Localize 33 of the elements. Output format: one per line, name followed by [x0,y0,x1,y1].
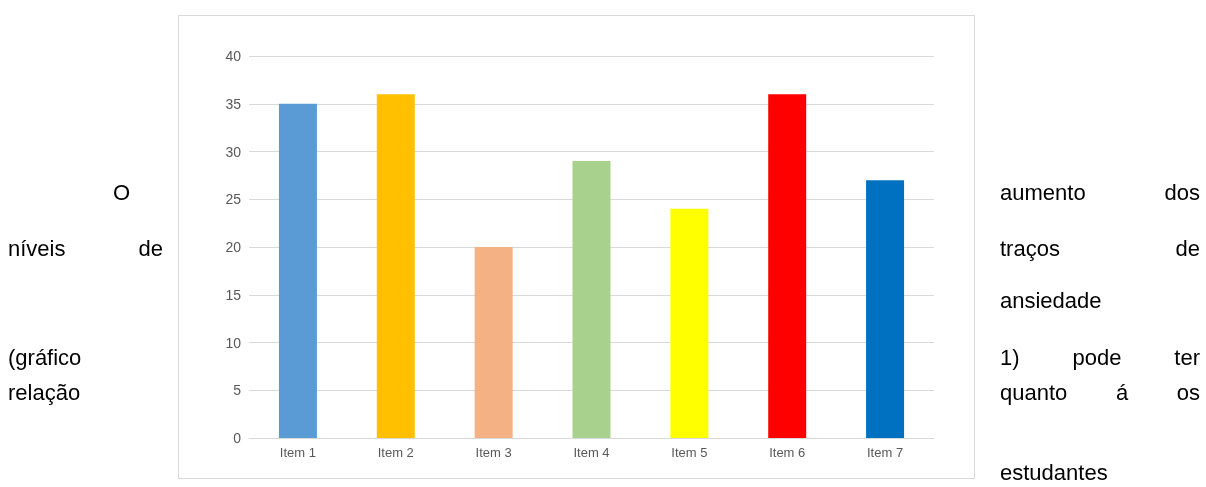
text: 1) pode ter [1000,345,1200,371]
x-tick-label: Item 7 [867,445,904,460]
text: O [113,180,132,206]
y-tick-label: 40 [225,48,242,64]
bar [376,94,415,438]
bar [474,247,513,438]
text: ansiedade [1000,288,1103,314]
y-tick-label: 30 [225,143,242,160]
x-tick-label: Item 5 [671,445,708,460]
text: quanto á os [1000,380,1200,406]
bar [572,161,611,438]
text: (gráfico [8,345,83,371]
text: traços de [1000,236,1200,262]
y-tick-label: 35 [225,95,242,112]
y-tick-label: 25 [225,191,242,208]
y-tick-label: 5 [233,382,242,399]
y-tick-label: 0 [233,430,242,446]
x-tick-label: Item 4 [573,445,610,460]
text: estudantes [1000,460,1109,486]
x-tick-label: Item 1 [279,445,316,460]
y-tick-label: 10 [225,334,242,351]
text: relação [8,380,82,406]
text: aumento dos [1000,180,1200,206]
bar [866,180,905,438]
bar [670,208,709,438]
text: níveis de [8,236,163,262]
bar [278,103,317,438]
y-tick-label: 20 [225,239,242,255]
x-tick-label: Item 6 [769,445,806,460]
x-tick-label: Item 2 [377,445,414,460]
y-tick-label: 15 [225,286,242,303]
x-tick-label: Item 3 [475,445,512,460]
bar [768,94,807,438]
